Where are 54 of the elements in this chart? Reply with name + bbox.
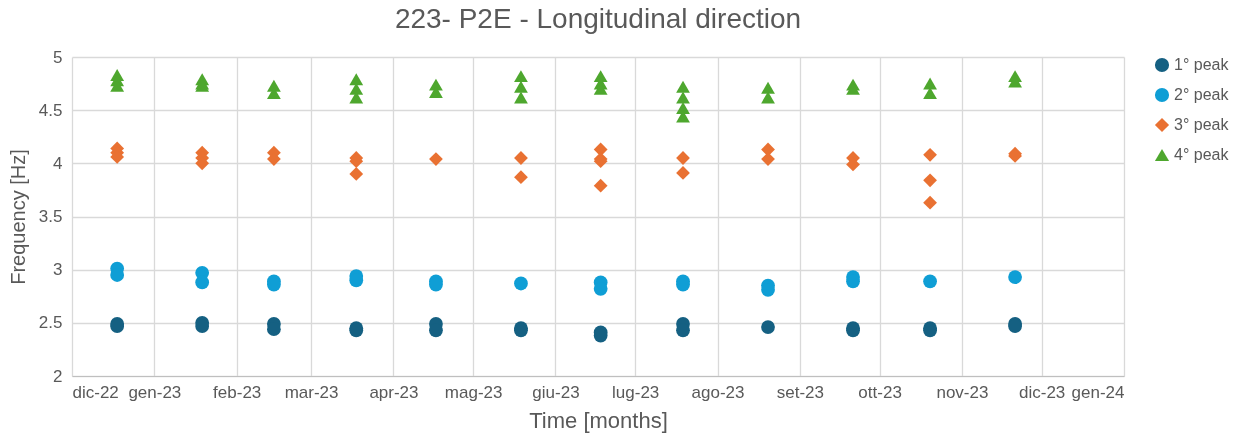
legend-label: 4° peak (1174, 146, 1230, 163)
point (514, 276, 528, 291)
point (593, 178, 608, 193)
point (761, 320, 775, 334)
point (514, 91, 528, 104)
x-tick-label: giu-23 (532, 382, 580, 402)
point (761, 142, 775, 157)
point (195, 275, 210, 290)
legend-label: 2° peak (1174, 86, 1230, 103)
y-tick-label: 2.5 (38, 313, 63, 333)
point (349, 73, 364, 86)
y-tick-label: 2 (53, 366, 63, 386)
x-tick-label: dic-22 (72, 382, 119, 402)
x-tick-label: lug-23 (612, 382, 660, 402)
x-tick-label: set-23 (776, 382, 825, 402)
point (923, 77, 937, 90)
point (676, 166, 690, 180)
y-tick-label: 3 (53, 260, 63, 280)
x-tick-label: mag-23 (444, 382, 503, 402)
x-tick-label: mar-23 (284, 382, 339, 402)
point (593, 142, 608, 157)
chart-title: 223- P2E - Longitudinal direction (394, 3, 802, 34)
point (429, 152, 443, 166)
x-tick-label: gen-23 (128, 382, 182, 402)
x-tick-label: apr-23 (369, 382, 419, 402)
x-tick-label: ago-23 (691, 382, 745, 402)
point (761, 91, 775, 104)
y-tick-label: 4 (53, 153, 63, 173)
x-tick-label: feb-23 (213, 382, 262, 402)
point (923, 274, 937, 289)
point (676, 91, 690, 104)
point (514, 170, 528, 185)
x-axis-title: Time [months] (529, 407, 668, 433)
point (514, 80, 528, 93)
point (349, 167, 364, 181)
legend-label: 1° peak (1174, 56, 1230, 73)
point (923, 147, 937, 162)
point (923, 195, 937, 210)
y-tick-label: 5 (53, 47, 63, 67)
point (1008, 270, 1022, 284)
y-tick-label: 3.5 (38, 207, 63, 226)
y-tick-label: 4.5 (38, 100, 63, 120)
point (923, 173, 937, 188)
legend-label: 3° peak (1174, 116, 1230, 133)
y-axis-title: Frequency [Hz] (6, 149, 29, 285)
point (676, 80, 690, 93)
x-tick-label: nov-23 (936, 382, 989, 402)
point (761, 81, 775, 94)
x-tick-label: ott-23 (858, 382, 902, 402)
x-tick-label: gen-24 (1071, 382, 1125, 402)
point (923, 87, 937, 100)
x-tick-label: dic-23 (1018, 382, 1066, 402)
point (514, 70, 528, 83)
point (676, 102, 690, 115)
